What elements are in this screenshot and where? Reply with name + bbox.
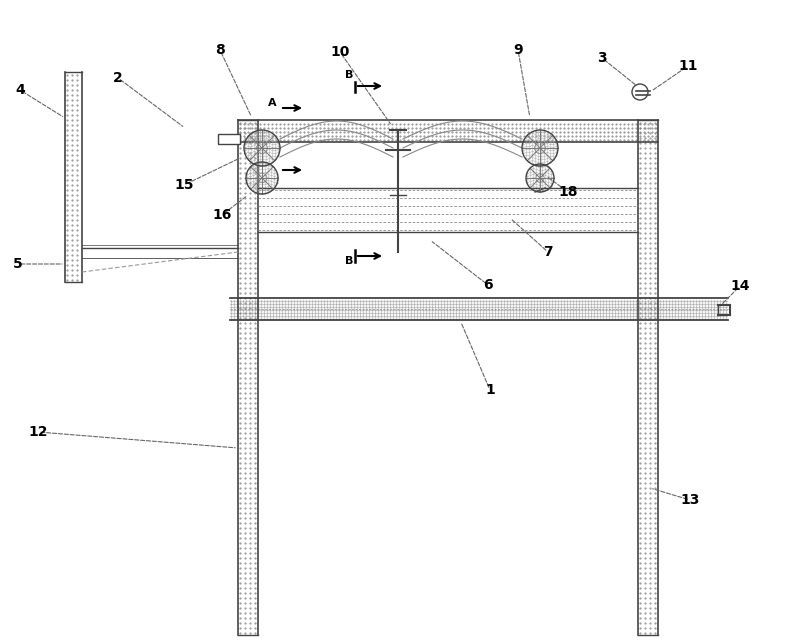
Text: 2: 2 (113, 71, 123, 85)
Text: 8: 8 (215, 43, 225, 57)
Text: 18: 18 (558, 185, 578, 199)
Text: 7: 7 (543, 245, 553, 259)
Text: B: B (345, 256, 353, 266)
Text: 10: 10 (330, 45, 350, 59)
Text: A: A (268, 98, 276, 108)
Text: 4: 4 (15, 83, 25, 97)
Text: 15: 15 (174, 178, 194, 192)
Text: 12: 12 (28, 425, 48, 439)
Text: 9: 9 (513, 43, 523, 57)
Text: 11: 11 (678, 59, 698, 73)
Text: 13: 13 (680, 493, 700, 507)
Text: 1: 1 (485, 383, 495, 397)
Text: 5: 5 (13, 257, 23, 271)
Text: 3: 3 (597, 51, 607, 65)
Bar (218, 134, 240, 144)
Circle shape (632, 84, 648, 100)
Text: B: B (345, 70, 353, 80)
Text: 6: 6 (483, 278, 493, 292)
Text: 14: 14 (730, 279, 750, 293)
Text: 16: 16 (212, 208, 232, 222)
